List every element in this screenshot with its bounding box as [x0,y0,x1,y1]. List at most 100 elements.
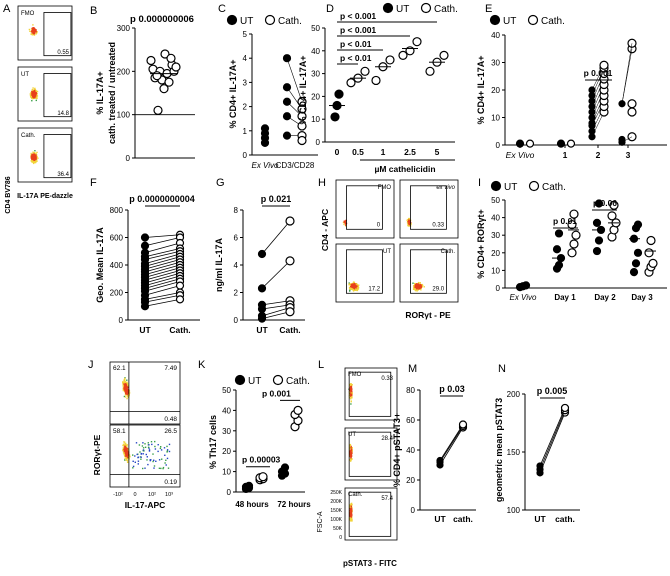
flow-event [417,286,420,289]
panel-letter-m: M [408,363,417,375]
flow-event [33,89,35,92]
flow-event [351,513,353,516]
flow-event [353,283,356,286]
flow-event [33,161,35,163]
flow-event [350,390,353,393]
flow-x-tick-label: 10² [148,492,156,498]
flow-event [31,159,33,161]
x-tick-label: 1 [563,150,568,160]
legend-ut-label: UT [396,4,409,15]
flow-event [123,450,126,452]
flow-event [412,288,415,290]
flow-event [137,456,140,458]
flow-event [152,453,154,455]
data-point [280,463,290,472]
flow-event [345,219,347,222]
y-tick-label: 20 [311,92,320,101]
flow-event [356,287,359,289]
flow-event [349,452,352,455]
flow-sample-label: Cath. [441,249,456,255]
flow-event [350,403,352,405]
flow-event [134,461,136,463]
x-tick-label: 5 [435,147,440,157]
flow-event [33,157,36,159]
flow-event [36,94,38,97]
flow-event [406,222,409,224]
flow-event [135,442,138,444]
flow-event [34,154,37,156]
flow-x-tick-label: -10² [113,492,123,498]
flow-event [30,95,33,98]
data-point [360,66,370,76]
flow-event [351,458,353,460]
flow-event [352,287,354,289]
flow-event [350,449,353,451]
data-point [159,84,169,94]
flow-event [34,150,36,152]
y-tick-label: 40 [491,31,500,40]
flow-event [124,381,127,383]
data-point [536,462,544,470]
y-tick-label: 80 [406,386,415,395]
flow-event [124,377,126,380]
y-tick-label: 300 [117,24,131,33]
gate-percentage: 17.2 [368,286,380,292]
legend-ut-label: UT [504,182,517,193]
y-tick-label: 40 [491,214,500,223]
y-tick-label: 0 [496,141,501,150]
flow-plot [399,243,459,303]
y-tick-label: 8 [234,206,239,215]
data-point [412,37,422,47]
flow-event [126,444,128,446]
flow-event [144,467,146,469]
flow-event [350,451,352,454]
flow-event [351,450,353,452]
flow-event [122,388,124,390]
data-point [175,295,185,304]
flow-event [124,459,126,461]
data-point [631,259,641,268]
flow-event [33,159,36,161]
flow-event [123,381,125,384]
flow-event [162,466,165,469]
gate-box [346,249,383,294]
flow-event [125,386,127,388]
flow-event [165,459,167,461]
flow-event [36,97,38,100]
flow-event [125,457,128,460]
flow-event [159,447,162,450]
data-point [594,236,604,245]
gate-percentage: 29.0 [432,286,444,292]
flow-event [168,450,171,453]
flow-event [142,467,144,470]
flow-event [154,440,156,443]
flow-event [34,158,36,161]
flow-plot [344,367,398,421]
flow-event [353,283,355,285]
flow-event [158,467,161,469]
gate-percentage: 14.8 [57,111,69,117]
flow-event [419,284,421,286]
data-point [346,78,356,88]
flow-event [124,442,126,445]
flow-event [33,158,36,161]
flow-event [352,285,354,287]
x-tick-label: 1 [381,147,386,157]
flow-event [350,287,352,289]
flow-event [127,458,129,460]
flow-event [126,381,128,383]
flow-event [132,467,134,469]
flow-event [351,452,353,454]
flow-event [350,398,352,400]
flow-event [123,446,126,448]
gate-percentage: 28.4 [381,436,393,442]
panel-letter-j: J [88,359,94,371]
flow-event [417,283,419,285]
flow-event [125,392,128,395]
flow-event [132,454,134,456]
flow-event [166,451,168,453]
flow-event [350,383,352,385]
quadrant-percentage: 0.48 [164,416,177,423]
flow-event [32,27,35,30]
